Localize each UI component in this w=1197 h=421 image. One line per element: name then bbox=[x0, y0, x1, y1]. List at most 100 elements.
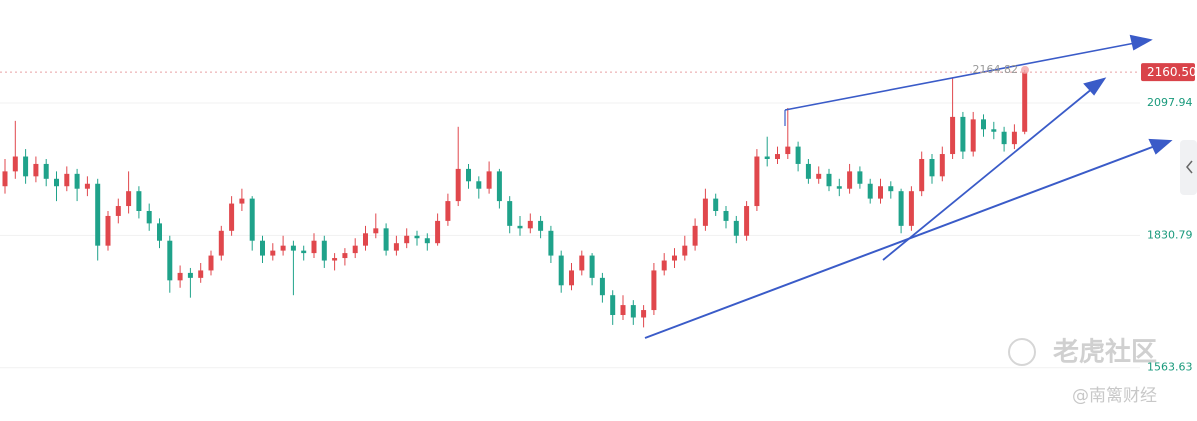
candle-body bbox=[74, 173, 80, 189]
chevron-icon bbox=[1186, 160, 1193, 174]
candle-body bbox=[229, 203, 235, 231]
candle-body bbox=[280, 245, 286, 251]
candle-body bbox=[764, 156, 770, 159]
candle-body bbox=[579, 255, 585, 271]
candle-body bbox=[919, 158, 925, 192]
candle-body bbox=[569, 270, 574, 286]
candle-body bbox=[486, 171, 492, 189]
candles bbox=[2, 69, 1028, 328]
high-label: 2164.82 bbox=[973, 63, 1019, 76]
candle-body bbox=[950, 116, 956, 155]
high-marker bbox=[1021, 65, 1029, 74]
trend-line bbox=[644, 145, 1156, 339]
candle-body bbox=[239, 198, 245, 204]
candle-body bbox=[311, 240, 317, 254]
candle-body bbox=[424, 238, 430, 244]
candle-body bbox=[332, 258, 338, 261]
candle-body bbox=[795, 146, 801, 164]
last-price-tag bbox=[1141, 63, 1195, 82]
candle-body bbox=[363, 233, 368, 246]
trend-line bbox=[882, 87, 1094, 261]
candle-body bbox=[775, 154, 780, 159]
candle-body bbox=[1022, 72, 1028, 132]
watermark-logo bbox=[1008, 338, 1036, 366]
arrow-head bbox=[1083, 77, 1107, 96]
candle-body bbox=[929, 158, 935, 177]
candle-body bbox=[54, 178, 59, 187]
candle-body bbox=[981, 119, 986, 130]
candle-body bbox=[146, 210, 152, 224]
candle-body bbox=[682, 245, 688, 256]
candle-body bbox=[898, 191, 904, 226]
candle-body bbox=[548, 230, 554, 256]
candle-body bbox=[136, 191, 142, 211]
candle-body bbox=[723, 210, 729, 221]
candle-body bbox=[991, 129, 997, 132]
candle-body bbox=[785, 146, 791, 155]
candle-body bbox=[373, 228, 379, 234]
candle-body bbox=[826, 173, 832, 187]
candle-body bbox=[249, 198, 255, 241]
candle-body bbox=[2, 171, 8, 187]
candle-body bbox=[393, 243, 399, 251]
overlay: 1563.63 1830.79 2097.94 2160.50 2164.82 bbox=[0, 63, 1197, 374]
y-tick-label: 1563.63 bbox=[1147, 361, 1193, 374]
candle-body bbox=[702, 198, 708, 226]
y-tick-label: 1830.79 bbox=[1147, 228, 1193, 241]
candle-body bbox=[187, 272, 193, 278]
candle-body bbox=[126, 191, 132, 207]
candle-body bbox=[290, 245, 296, 251]
candle-body bbox=[1001, 131, 1007, 145]
trend-line bbox=[784, 42, 1136, 111]
candle-body bbox=[538, 220, 544, 231]
candle-body bbox=[64, 173, 70, 187]
grid bbox=[0, 102, 1140, 369]
side-tab[interactable] bbox=[1180, 140, 1197, 195]
candle-body bbox=[95, 183, 101, 246]
watermark: 老虎社区 @南篱财经 bbox=[1008, 337, 1157, 406]
candle-body bbox=[383, 228, 389, 251]
candle-body bbox=[620, 305, 626, 316]
candle-body bbox=[527, 220, 533, 229]
trend-lines bbox=[644, 34, 1173, 339]
candle-body bbox=[630, 305, 636, 318]
candle-body bbox=[805, 163, 811, 179]
candle-body bbox=[455, 168, 461, 202]
candle-body bbox=[198, 270, 204, 278]
candle-body bbox=[589, 255, 595, 278]
candle-body bbox=[496, 171, 502, 202]
candle-body bbox=[847, 171, 853, 189]
candle-body bbox=[177, 272, 183, 281]
candle-body bbox=[301, 250, 307, 254]
candle-body bbox=[908, 191, 914, 226]
watermark-author: @南篱财经 bbox=[1072, 386, 1157, 406]
candle-body bbox=[713, 198, 719, 211]
candle-body bbox=[476, 181, 482, 189]
candle-body bbox=[12, 156, 18, 172]
candle-body bbox=[733, 220, 739, 236]
candle-body bbox=[84, 183, 90, 189]
candle-body bbox=[1011, 131, 1017, 145]
candle-body bbox=[445, 201, 451, 221]
collapse-tab[interactable] bbox=[1180, 140, 1197, 195]
candle-body bbox=[414, 235, 420, 239]
candle-body bbox=[672, 255, 677, 261]
candle-body bbox=[692, 225, 698, 246]
candle-body bbox=[836, 186, 842, 189]
candle-body bbox=[970, 119, 976, 152]
candle-body bbox=[105, 215, 111, 246]
candle-body bbox=[651, 270, 657, 311]
last-price-label: 2160.50 bbox=[1147, 65, 1197, 79]
watermark-text: 老虎社区 bbox=[1053, 337, 1157, 368]
candle-body bbox=[939, 154, 945, 177]
candle-body bbox=[599, 277, 605, 296]
candle-body bbox=[466, 168, 471, 182]
candle-body bbox=[960, 116, 966, 152]
arrow-head bbox=[1129, 34, 1153, 51]
candle-body bbox=[23, 156, 29, 177]
candle-body bbox=[507, 201, 513, 226]
candle-body bbox=[517, 225, 523, 229]
candle-body bbox=[352, 245, 358, 254]
